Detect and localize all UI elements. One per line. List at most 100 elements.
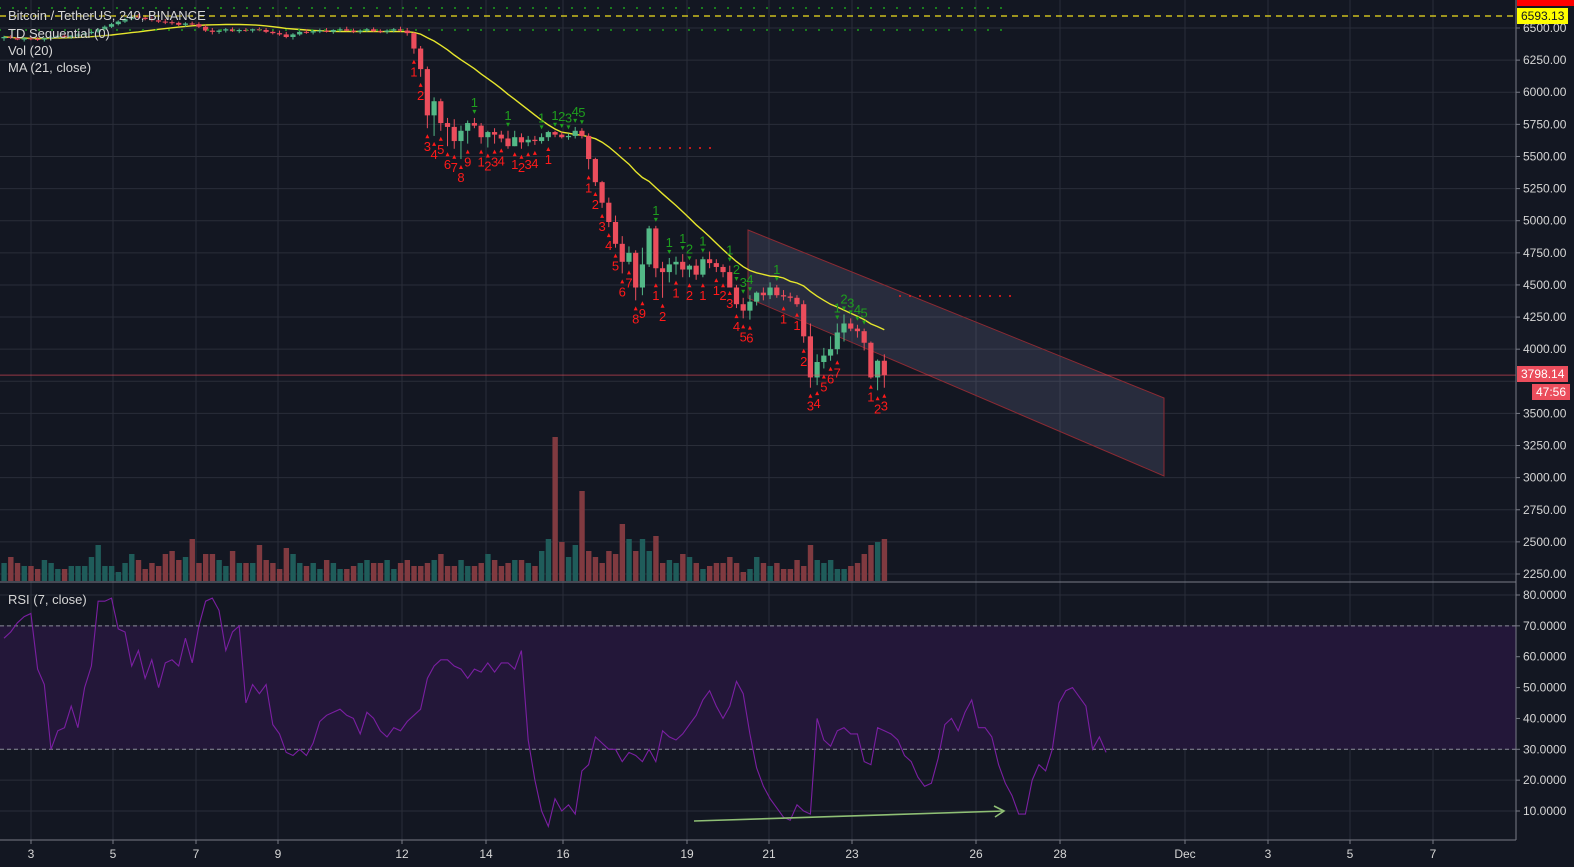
svg-text:4000.00: 4000.00 xyxy=(1523,342,1567,356)
svg-text:2: 2 xyxy=(874,401,881,416)
bar-countdown-badge: 47:56 xyxy=(1532,384,1571,400)
svg-text:7: 7 xyxy=(834,365,841,380)
svg-text:40.0000: 40.0000 xyxy=(1523,711,1567,725)
svg-text:4: 4 xyxy=(605,238,612,253)
svg-text:8: 8 xyxy=(632,311,639,326)
svg-text:9: 9 xyxy=(275,847,282,861)
svg-text:5: 5 xyxy=(578,105,585,120)
rsi-line xyxy=(3,597,1107,829)
indicator-ma[interactable]: MA (21, close) xyxy=(8,60,92,75)
divergence-arrow[interactable] xyxy=(693,805,1006,822)
svg-text:6: 6 xyxy=(444,157,451,172)
svg-text:5250.00: 5250.00 xyxy=(1523,182,1567,196)
svg-text:3: 3 xyxy=(881,399,888,414)
svg-text:9: 9 xyxy=(639,306,646,321)
svg-text:2: 2 xyxy=(733,262,740,277)
svg-text:3: 3 xyxy=(28,847,35,861)
svg-text:7: 7 xyxy=(451,160,458,175)
svg-text:5000.00: 5000.00 xyxy=(1523,214,1567,228)
svg-text:1: 1 xyxy=(773,262,780,277)
price-axis-marker xyxy=(1517,0,1574,6)
svg-text:1: 1 xyxy=(793,318,800,333)
svg-text:2: 2 xyxy=(417,88,424,103)
svg-text:1: 1 xyxy=(834,300,841,315)
svg-text:1: 1 xyxy=(867,390,874,405)
svg-text:1: 1 xyxy=(652,288,659,303)
rsi-pane-label[interactable]: RSI (7, close) xyxy=(8,592,87,607)
svg-text:3: 3 xyxy=(807,399,814,414)
svg-text:3: 3 xyxy=(1265,847,1272,861)
svg-text:16: 16 xyxy=(556,847,570,861)
svg-text:10.0000: 10.0000 xyxy=(1523,804,1567,818)
svg-text:6: 6 xyxy=(619,284,626,299)
svg-text:3250.00: 3250.00 xyxy=(1523,439,1567,453)
indicator-td-sequential[interactable]: TD Sequential (0) xyxy=(8,26,110,41)
svg-text:20.0000: 20.0000 xyxy=(1523,773,1567,787)
svg-text:2: 2 xyxy=(592,197,599,212)
price-channel[interactable] xyxy=(747,229,1165,477)
svg-text:5: 5 xyxy=(437,142,444,157)
svg-text:3500.00: 3500.00 xyxy=(1523,406,1567,420)
svg-text:70.0000: 70.0000 xyxy=(1523,619,1567,633)
svg-text:28: 28 xyxy=(1053,847,1067,861)
svg-text:19: 19 xyxy=(680,847,694,861)
svg-text:2: 2 xyxy=(659,309,666,324)
svg-text:4: 4 xyxy=(572,104,579,119)
svg-text:3: 3 xyxy=(491,155,498,170)
svg-text:5: 5 xyxy=(612,259,619,274)
svg-text:2500.00: 2500.00 xyxy=(1523,535,1567,549)
moving-average-line xyxy=(3,23,885,331)
volume-bars xyxy=(1,437,888,581)
svg-text:5500.00: 5500.00 xyxy=(1523,149,1567,163)
svg-text:3: 3 xyxy=(565,110,572,125)
svg-text:5: 5 xyxy=(110,847,117,861)
svg-text:6500.00: 6500.00 xyxy=(1523,21,1567,35)
svg-text:1: 1 xyxy=(699,234,706,249)
svg-text:1: 1 xyxy=(471,95,478,110)
svg-text:1: 1 xyxy=(726,243,733,258)
svg-text:2: 2 xyxy=(484,158,491,173)
svg-text:6250.00: 6250.00 xyxy=(1523,53,1567,67)
svg-text:2: 2 xyxy=(686,288,693,303)
svg-text:2: 2 xyxy=(719,288,726,303)
svg-text:2: 2 xyxy=(840,291,847,306)
svg-text:1: 1 xyxy=(511,157,518,172)
svg-text:4: 4 xyxy=(814,396,821,411)
svg-text:8: 8 xyxy=(457,170,464,185)
svg-text:7: 7 xyxy=(1430,847,1437,861)
svg-text:2: 2 xyxy=(518,160,525,175)
svg-text:4: 4 xyxy=(498,153,505,168)
svg-text:2: 2 xyxy=(558,109,565,124)
resistance-price-badge: 6593.13 xyxy=(1517,8,1569,24)
svg-text:12: 12 xyxy=(395,847,409,861)
svg-text:1: 1 xyxy=(699,288,706,303)
svg-text:30.0000: 30.0000 xyxy=(1523,742,1567,756)
rsi-band xyxy=(0,625,1516,750)
svg-text:1: 1 xyxy=(713,283,720,298)
svg-text:5750.00: 5750.00 xyxy=(1523,117,1567,131)
svg-text:7: 7 xyxy=(193,847,200,861)
svg-text:4750.00: 4750.00 xyxy=(1523,246,1567,260)
svg-text:3: 3 xyxy=(726,296,733,311)
svg-text:4: 4 xyxy=(733,319,740,334)
svg-text:4: 4 xyxy=(531,156,538,171)
svg-text:1: 1 xyxy=(478,155,485,170)
svg-text:2: 2 xyxy=(800,354,807,369)
indicator-volume[interactable]: Vol (20) xyxy=(8,43,53,58)
svg-text:1: 1 xyxy=(504,108,511,123)
svg-text:23: 23 xyxy=(845,847,859,861)
svg-text:2: 2 xyxy=(686,241,693,256)
price-levels[interactable] xyxy=(0,15,1516,376)
svg-text:1: 1 xyxy=(551,108,558,123)
symbol-title[interactable]: Bitcoin / TetherUS, 240, BINANCE xyxy=(8,8,206,23)
svg-text:26: 26 xyxy=(969,847,983,861)
svg-text:5: 5 xyxy=(1347,847,1354,861)
svg-text:1: 1 xyxy=(666,235,673,250)
svg-text:14: 14 xyxy=(479,847,493,861)
svg-text:3: 3 xyxy=(598,219,605,234)
svg-text:7: 7 xyxy=(625,275,632,290)
svg-text:1: 1 xyxy=(672,286,679,301)
